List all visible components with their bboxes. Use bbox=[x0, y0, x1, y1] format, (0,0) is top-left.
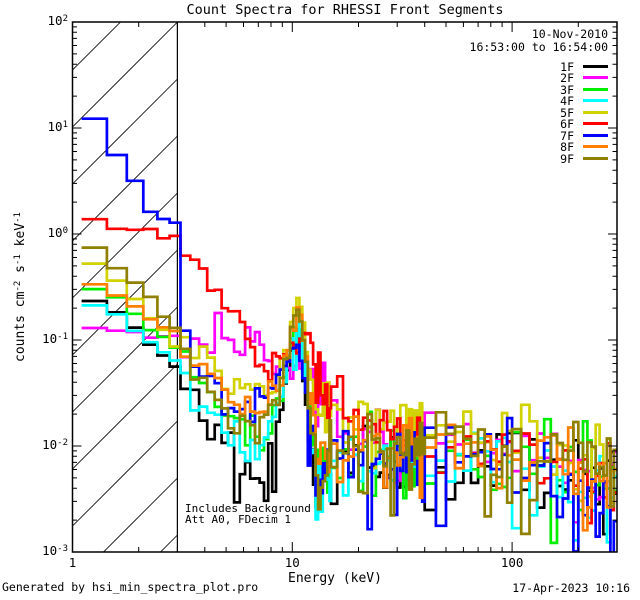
y-axis-label-part: -1 bbox=[13, 254, 24, 266]
observation-date: 10-Nov-2010 bbox=[531, 27, 608, 41]
legend-label-2f: 2F bbox=[560, 71, 574, 86]
y-axis-label: counts cm-2 s-1 keV-1 bbox=[13, 212, 29, 362]
legend-swatch-5f bbox=[583, 110, 608, 114]
axis-ticks bbox=[72, 21, 618, 553]
y-tick-label-1e-3: 10-3 bbox=[42, 543, 68, 558]
y-axis-label-part: counts cm bbox=[13, 291, 29, 362]
generated-by-text: Generated by hsi_min_spectra_plot.pro bbox=[2, 580, 259, 594]
x-tick-label-10: 10 bbox=[284, 555, 300, 570]
plot-frame bbox=[71, 21, 618, 553]
y-axis-label-part: keV bbox=[13, 222, 29, 255]
y-tick-label-1e0: 100 bbox=[47, 225, 68, 240]
y-axis-label-part: s bbox=[13, 265, 29, 281]
legend-swatch-8f bbox=[583, 145, 608, 149]
render-timestamp: 17-Apr-2023 10:16 bbox=[512, 581, 630, 595]
y-tick-label-1e-2: 10-2 bbox=[42, 437, 68, 452]
legend-swatch-1f bbox=[583, 64, 608, 68]
y-axis-label-part: -2 bbox=[13, 280, 24, 292]
annotation-attenuator: Att A0, FDecim 1 bbox=[185, 513, 291, 526]
legend-swatch-3f bbox=[583, 87, 608, 91]
legend-label-7f: 7F bbox=[560, 128, 574, 143]
legend-swatch-6f bbox=[583, 122, 608, 126]
x-axis-label: Energy (keV) bbox=[288, 571, 382, 586]
y-tick-label-1e1: 101 bbox=[47, 119, 68, 134]
legend-swatch-7f bbox=[583, 133, 608, 137]
series-9f-curve bbox=[81, 246, 617, 536]
y-tick-label-1e2: 102 bbox=[47, 13, 68, 28]
legend-label-6f: 6F bbox=[560, 117, 574, 132]
annotation-background: Includes Background bbox=[185, 502, 311, 515]
legend-label-8f: 8F bbox=[560, 140, 574, 155]
legend-swatch-4f bbox=[583, 99, 608, 103]
x-tick-label-100: 100 bbox=[500, 555, 524, 570]
legend-label-1f: 1F bbox=[560, 59, 574, 74]
observation-time-range: 16:53:00 to 16:54:00 bbox=[469, 40, 608, 54]
x-tick-label-1: 1 bbox=[68, 555, 77, 570]
series-8f-curve bbox=[81, 282, 617, 532]
legend-swatch-2f bbox=[583, 76, 608, 80]
y-axis-label-part: -1 bbox=[13, 212, 24, 223]
legend-label-5f: 5F bbox=[560, 105, 574, 120]
legend-swatch-9f bbox=[583, 156, 608, 160]
hatch-region bbox=[72, 22, 178, 552]
legend-label-4f: 4F bbox=[560, 94, 574, 109]
y-tick-label-1e-1: 10-1 bbox=[42, 331, 68, 346]
legend-label-9f: 9F bbox=[560, 151, 574, 166]
legend-label-3f: 3F bbox=[560, 82, 574, 97]
chart-title: Count Spectra for RHESSI Front Segments bbox=[186, 2, 504, 18]
